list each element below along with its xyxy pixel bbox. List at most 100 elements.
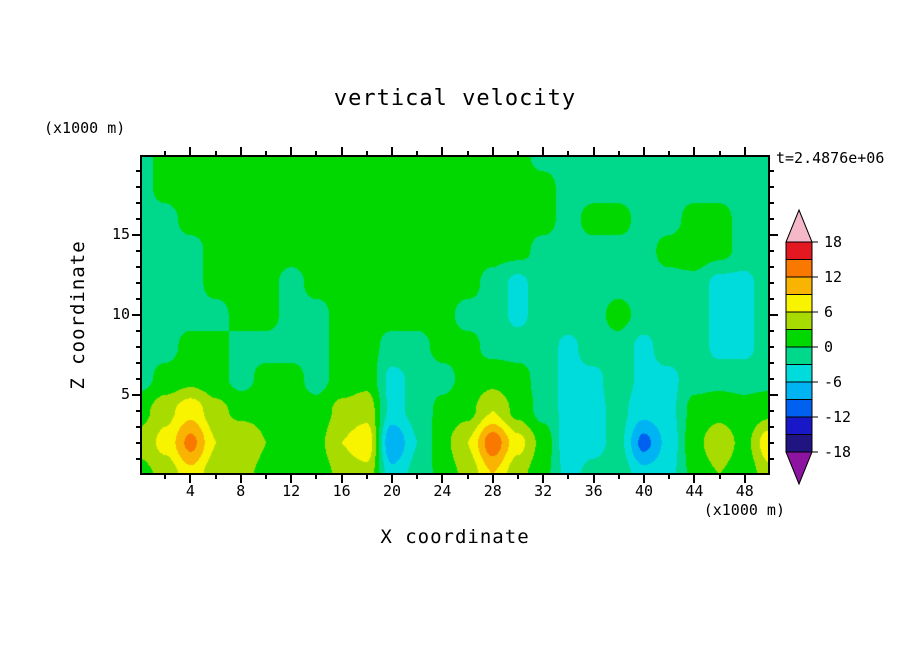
x-tick-label: 20 [382,482,402,500]
z-major-tick [132,314,140,316]
x-major-tick [441,147,444,155]
colorbar-segment [785,381,813,400]
x-major-tick [643,475,645,483]
z-minor-tick [136,298,140,300]
x-tick-label: 12 [282,482,301,500]
z-minor-tick [770,218,774,220]
x-major-tick [340,475,343,483]
z-minor-tick [770,282,774,284]
colorbar-segment [785,311,813,330]
x-major-tick [592,147,595,155]
x-major-tick [592,475,595,483]
x-tick-label: 8 [236,482,246,500]
z-major-tick [132,234,140,236]
z-minor-tick [770,186,774,188]
x-major-tick [391,475,393,483]
colorbar-segment [785,294,813,313]
z-minor-tick [770,298,774,300]
colorbar-segment [785,259,813,278]
z-major-tick [770,314,778,316]
z-minor-tick [770,442,774,444]
x-major-tick [441,475,444,483]
colorbar-segment [785,434,813,453]
x-major-tick [693,147,696,155]
x-minor-tick [164,475,167,479]
colorbar-label: -18 [824,443,851,461]
x-major-tick [542,147,545,155]
z-minor-tick [136,170,140,172]
x-tick-label: 40 [634,482,654,500]
z-major-tick [770,394,778,396]
x-tick-label: 48 [735,482,754,500]
x-minor-tick [214,151,217,155]
x-minor-tick [315,475,318,479]
x-minor-tick [718,475,721,479]
x-major-tick [239,475,242,483]
x-major-tick [743,147,746,155]
x-minor-tick [567,151,570,155]
z-minor-tick [136,266,140,268]
z-major-tick [132,394,140,396]
z-minor-tick [136,330,140,332]
x-major-tick [290,475,293,483]
z-tick-label: 5 [120,385,130,403]
x-minor-tick [617,475,620,479]
z-minor-tick [136,186,140,188]
colorbar-label: 18 [824,233,842,251]
x-major-tick [491,475,494,483]
x-tick-label: 16 [332,482,351,500]
x-minor-tick [365,475,368,479]
colorbar: 18 12 6 0 -6 -12 -18 [784,208,904,494]
colorbar-segment [785,346,813,365]
x-tick-label: 36 [584,482,603,500]
colorbar-label: -12 [824,408,851,426]
x-minor-tick [365,151,368,155]
colorbar-arrow-up [785,208,813,243]
colorbar-segment [785,416,813,435]
x-axis-label: X coordinate [380,526,530,548]
x-minor-tick [617,151,620,155]
x-minor-tick [214,475,217,479]
time-label: t=2.4876e+06 [776,149,885,167]
plot-frame [140,155,770,475]
z-minor-tick [136,458,140,460]
x-tick-label: 24 [433,482,452,500]
z-minor-tick [136,218,140,220]
x-major-tick [239,147,242,155]
z-minor-tick [770,346,774,348]
x-major-tick [542,475,545,483]
colorbar-label: 6 [824,303,833,321]
x-major-tick [643,147,645,155]
z-minor-tick [770,250,774,252]
x-tick-label: 32 [534,482,553,500]
x-minor-tick [517,475,519,479]
x-tick-label: 4 [185,482,195,500]
z-minor-tick [770,362,774,364]
colorbar-segment [785,241,813,260]
z-tick-label: 15 [111,225,130,243]
z-minor-tick [770,330,774,332]
x-minor-tick [718,151,721,155]
colorbar-segment [785,329,813,348]
colorbar-label: 12 [824,268,842,286]
z-major-tick [770,234,778,236]
x-minor-tick [265,151,267,155]
z-minor-tick [136,442,140,444]
x-minor-tick [265,475,267,479]
x-major-tick [290,147,293,155]
x-major-tick [491,147,494,155]
z-minor-tick [770,266,774,268]
plot-title: vertical velocity [333,86,577,111]
x-minor-tick [315,151,318,155]
x-major-tick [189,147,192,155]
z-axis-unit-label: (x1000 m) [44,119,126,137]
z-minor-tick [770,170,774,172]
x-minor-tick [416,475,419,479]
x-major-tick [189,475,192,483]
z-minor-tick [136,426,140,428]
z-minor-tick [136,410,140,412]
x-tick-label: 44 [685,482,704,500]
x-minor-tick [517,151,519,155]
z-minor-tick [770,426,774,428]
